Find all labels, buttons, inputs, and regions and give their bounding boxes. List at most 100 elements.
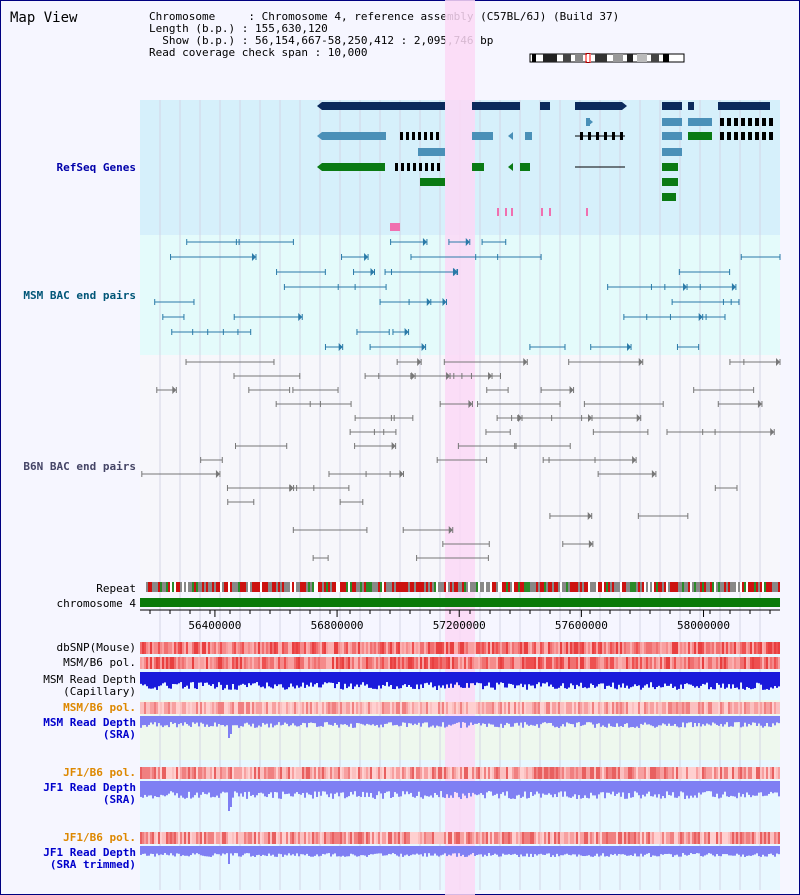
msm-b6-pol-sra-cell [366,702,368,714]
msm-depth-sra-bar [370,716,372,726]
jf1-depth-sra-bar [414,781,416,798]
msm-b6-pol-sra-cell [174,702,176,714]
jf1-depth-trim-bar [276,846,278,857]
msm-depth-sra-bar [372,716,374,725]
jf1-b6-pol-cell [264,767,266,779]
jf1-b6-pol-cell [468,767,470,779]
dbsnp-cell [540,642,542,654]
jf1-b6-pol-cell [254,767,256,779]
msm-depth-cap-bar [218,672,220,683]
jf1-b6-pol-trim-cell [706,832,708,844]
jf1-depth-sra-bar [530,781,532,792]
msm-depth-cap-bar [220,672,222,685]
jf1-b6-pol-cell [640,767,642,779]
jf1-b6-pol-cell [378,767,380,779]
msm-b6-pol-cell [256,657,258,669]
jf1-depth-trim-bar [510,846,512,855]
msm-depth-cap-bar [560,672,562,686]
msm-depth-sra-bar [774,716,776,726]
msm-b6-pol-sra-cell [186,702,188,714]
dbsnp-cell [308,642,310,654]
msm-b6-pol-sra-cell [412,702,414,714]
msm-b6-pol-cell [264,657,266,669]
jf1-depth-trim-bar [476,846,478,856]
repeat-bar [272,582,274,592]
msm-depth-cap-bar [474,672,476,686]
gene [662,178,678,186]
jf1-depth-sra-bar [568,781,570,798]
msm-depth-cap-bar [362,672,364,683]
jf1-depth-sra-bar [254,781,256,798]
jf1-b6-pol-trim-cell [594,832,596,844]
repeat-bar [336,582,338,592]
msm-depth-cap-bar [396,672,398,687]
msm-b6-pol-sra-cell [204,702,206,714]
dbsnp-cell [636,642,638,654]
jf1-b6-pol-cell [428,767,430,779]
msm-depth-cap-bar [596,672,598,687]
msm-b6-pol-cell [624,657,626,669]
jf1-b6-pol-cell [294,767,296,779]
jf1-depth-sra-bar [214,781,216,798]
msm-depth-cap-bar [386,672,388,683]
jf1-b6-pol-cell [470,767,472,779]
chromosome-ideogram[interactable] [529,53,685,63]
jf1-depth-sra-bar [476,781,478,796]
jf1-depth-trim-bar [598,846,600,857]
repeat-bar [226,582,228,592]
jf1-depth-sra-bar [188,781,190,792]
jf1-b6-pol-trim-cell [576,832,578,844]
msm-b6-pol-sra-cell [744,702,746,714]
msm-depth-sra-bar [238,716,240,728]
repeat-bar [502,582,504,592]
jf1-depth-sra-bar [208,781,210,793]
msm-b6-pol-cell [226,657,228,669]
jf1-depth-trim-bar [394,846,396,855]
jf1-depth-trim-bar [746,846,748,856]
msm-depth-cap-bar [462,672,464,688]
repeat-bar [346,582,348,592]
msm-b6-pol-cell [158,657,160,669]
repeat-bar [192,582,194,592]
msm-depth-cap-bar [758,672,760,684]
msm-b6-pol-sra-cell [250,702,252,714]
msm-b6-pol-sra-cell [492,702,494,714]
jf1-b6-pol-cell [628,767,630,779]
msm-b6-pol-cell [304,657,306,669]
jf1-depth-sra-bar [584,781,586,796]
msm-b6-pol-cell [296,657,298,669]
msm-depth-cap-bar [716,672,718,684]
dbsnp-cell [412,642,414,654]
msm-b6-pol-cell [596,657,598,669]
dbsnp-cell [726,642,728,654]
msm-depth-cap-bar [376,672,378,690]
msm-depth-sra-bar [524,716,526,723]
repeat-bar [692,582,694,592]
jf1-b6-pol-cell [328,767,330,779]
msm-depth-cap-bar [200,672,202,683]
jf1-b6-pol-trim-cell [736,832,738,844]
msm-b6-pol-sra-cell [544,702,546,714]
jf1-b6-pol-trim-cell [648,832,650,844]
repeat-bar [550,582,552,592]
jf1-depth-sra-bar [264,781,266,797]
jf1-b6-pol-cell [296,767,298,779]
jf1-depth-sra-bar [146,781,148,797]
msm-b6-pol-sra-cell [140,702,142,714]
msm-depth-sra-bar [678,716,680,728]
dbsnp-cell [686,642,688,654]
jf1-b6-pol-trim-cell [678,832,680,844]
msm-depth-sra-bar [778,716,780,724]
jf1-b6-pol-cell [144,767,146,779]
jf1-b6-pol-trim-cell [326,832,328,844]
msm-b6-pol-cell [172,657,174,669]
msm-b6-pol-sra-cell [628,702,630,714]
msm-b6-pol-sra-cell [692,702,694,714]
msm-b6-pol-sra-cell [496,702,498,714]
msm-depth-cap-bar [522,672,524,688]
jf1-depth-sra-bar [528,781,530,798]
msm-b6-pol-cell [528,657,530,669]
jf1-b6-pol-trim-cell [752,832,754,844]
msm-depth-sra-bar [460,716,462,728]
